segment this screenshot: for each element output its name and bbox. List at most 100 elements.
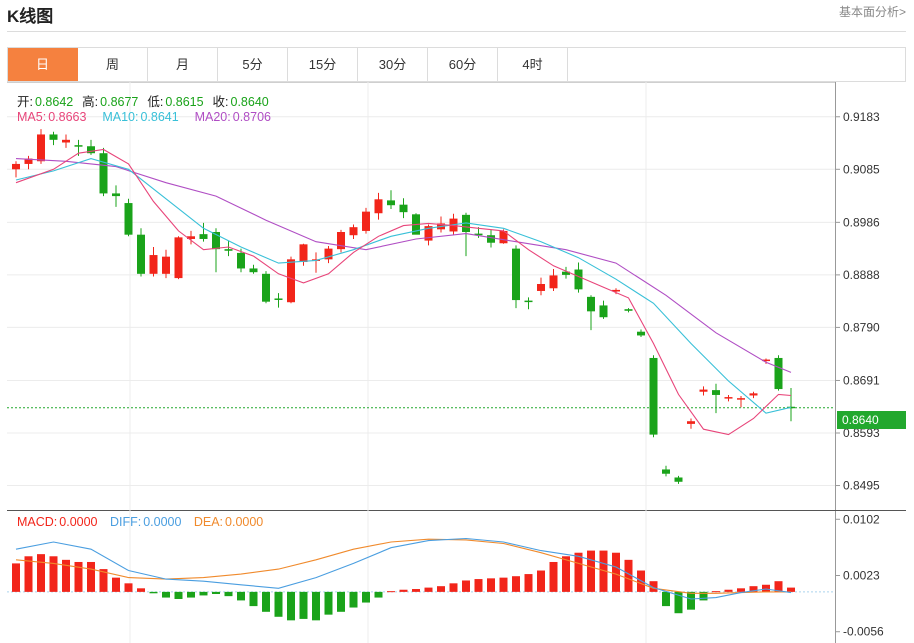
tab-week[interactable]: 周: [78, 48, 148, 81]
candle-body: [274, 298, 283, 300]
tab-4h[interactable]: 4时: [498, 48, 568, 81]
macd-hist-bar: [562, 556, 570, 592]
low-value: 0.8615: [165, 95, 204, 109]
tab-month[interactable]: 月: [148, 48, 218, 81]
tab-day[interactable]: 日: [8, 48, 78, 81]
candle-body: [637, 331, 645, 336]
high-value: 0.8677: [100, 95, 139, 109]
macd-hist-bar: [12, 563, 20, 592]
macd-tick-label: 0.0102: [843, 512, 880, 526]
candle-body: [712, 390, 720, 395]
candle-body: [237, 252, 245, 269]
dea-label: DEA:: [193, 515, 224, 529]
macd-hist-bar: [487, 578, 495, 592]
macd-hist-bar: [99, 569, 108, 592]
macd-hist-bar: [287, 591, 295, 621]
kline-chart[interactable]: 0.9183 0.9085 0.8986 0.8888 0.8790 0.8691 0.85…: [0, 82, 914, 643]
candle-body: [599, 305, 608, 318]
macd-hist-bar: [612, 552, 620, 592]
candle-body: [612, 289, 620, 292]
tab-15min[interactable]: 15分: [288, 48, 358, 81]
open-value: 0.8642: [34, 95, 74, 109]
candle-body: [324, 248, 333, 260]
candle-body: [537, 283, 545, 291]
macd-hist-bar: [62, 559, 70, 592]
macd-hist-bar: [599, 550, 608, 592]
macd-hist-bar: [362, 591, 370, 603]
ma20-value: 0.8706: [232, 110, 271, 124]
low-label: 低:: [147, 95, 164, 109]
price-tick-label: 0.8495: [843, 479, 880, 493]
macd-hist-bar: [412, 589, 420, 592]
candle-body: [499, 230, 508, 244]
tab-5min[interactable]: 5分: [218, 48, 288, 81]
macd-hist-bar: [299, 591, 308, 619]
macd-tick-label: -0.0056: [843, 625, 884, 639]
candle-body: [362, 211, 370, 231]
macd-hist-bar: [737, 588, 745, 592]
macd-hist-bar: [24, 556, 33, 592]
macd-hist-bar: [449, 583, 458, 592]
tab-spacer: [568, 48, 905, 81]
price-tick-label: 0.8986: [843, 215, 880, 229]
macd-hist-bar: [237, 591, 245, 601]
candle-body: [299, 244, 308, 263]
price-tick-label: 0.9183: [843, 110, 880, 124]
macd-hist-bar: [337, 591, 345, 612]
candle-body: [187, 236, 195, 239]
macd-hist-bar: [549, 561, 558, 592]
ma10-value: 0.8641: [140, 110, 179, 124]
candle-body: [249, 268, 258, 273]
macd-readout: MACD: 0.0000 DIFF: 0.0000 DEA: 0.0000: [17, 515, 265, 529]
candle-body: [287, 259, 295, 303]
macd-hist-bar: [774, 581, 783, 592]
last-price-tag: 0.8640: [837, 411, 906, 429]
period-tabs: 日 周 月 5分 15分 30分 60分 4时: [7, 47, 906, 82]
candle-body: [49, 134, 58, 140]
candle-body: [687, 421, 695, 424]
candle-body: [649, 357, 658, 435]
macd-hist-bar: [687, 591, 695, 610]
chart-header: K线图 基本面分析>: [0, 0, 914, 34]
macd-hist-bar: [124, 583, 133, 592]
macd-hist-bar: [699, 591, 708, 601]
candle-body: [24, 158, 33, 164]
candle-body: [212, 232, 220, 250]
macd-hist-bar: [437, 586, 445, 592]
price-tick-label: 0.8888: [843, 268, 880, 282]
tab-60min[interactable]: 60分: [428, 48, 498, 81]
macd-hist-bar: [587, 550, 595, 592]
macd-hist-bar: [787, 587, 795, 592]
tab-30min[interactable]: 30分: [358, 48, 428, 81]
macd-hist-bar: [574, 552, 583, 592]
candle-body: [487, 235, 495, 243]
ma10-line: [15, 158, 792, 414]
macd-hist-bar: [349, 591, 358, 608]
candle-body: [374, 199, 383, 214]
macd-hist-bar: [649, 581, 658, 592]
candle-body: [137, 234, 145, 274]
candle-body: [587, 296, 595, 312]
macd-hist-bar: [724, 589, 733, 592]
candle-body: [674, 477, 683, 482]
macd-hist-bar: [399, 589, 408, 592]
candle-body: [474, 233, 483, 236]
macd-hist-bar: [112, 577, 120, 592]
page-title: K线图: [7, 7, 54, 26]
macd-hist-bar: [749, 586, 758, 592]
fundamental-analysis-link[interactable]: 基本面分析>: [838, 5, 906, 19]
macd-hist-bar: [624, 559, 633, 592]
ma-readout: MA5: 0.8663 MA10: 0.8641 MA20: 0.8706: [17, 110, 273, 124]
candle-body: [399, 204, 408, 213]
candle-body: [574, 269, 583, 290]
macd-hist-bar: [324, 591, 333, 615]
macd-hist-bar: [49, 556, 58, 592]
diff-label: DIFF:: [109, 515, 142, 529]
diff-value: 0.0000: [143, 515, 182, 529]
macd-hist-bar: [162, 591, 170, 598]
candle-body: [562, 271, 570, 275]
candle-body: [424, 226, 433, 241]
macd-tick-label: 0.0023: [843, 569, 880, 583]
candle-body: [62, 139, 70, 143]
candle-body: [737, 398, 745, 400]
